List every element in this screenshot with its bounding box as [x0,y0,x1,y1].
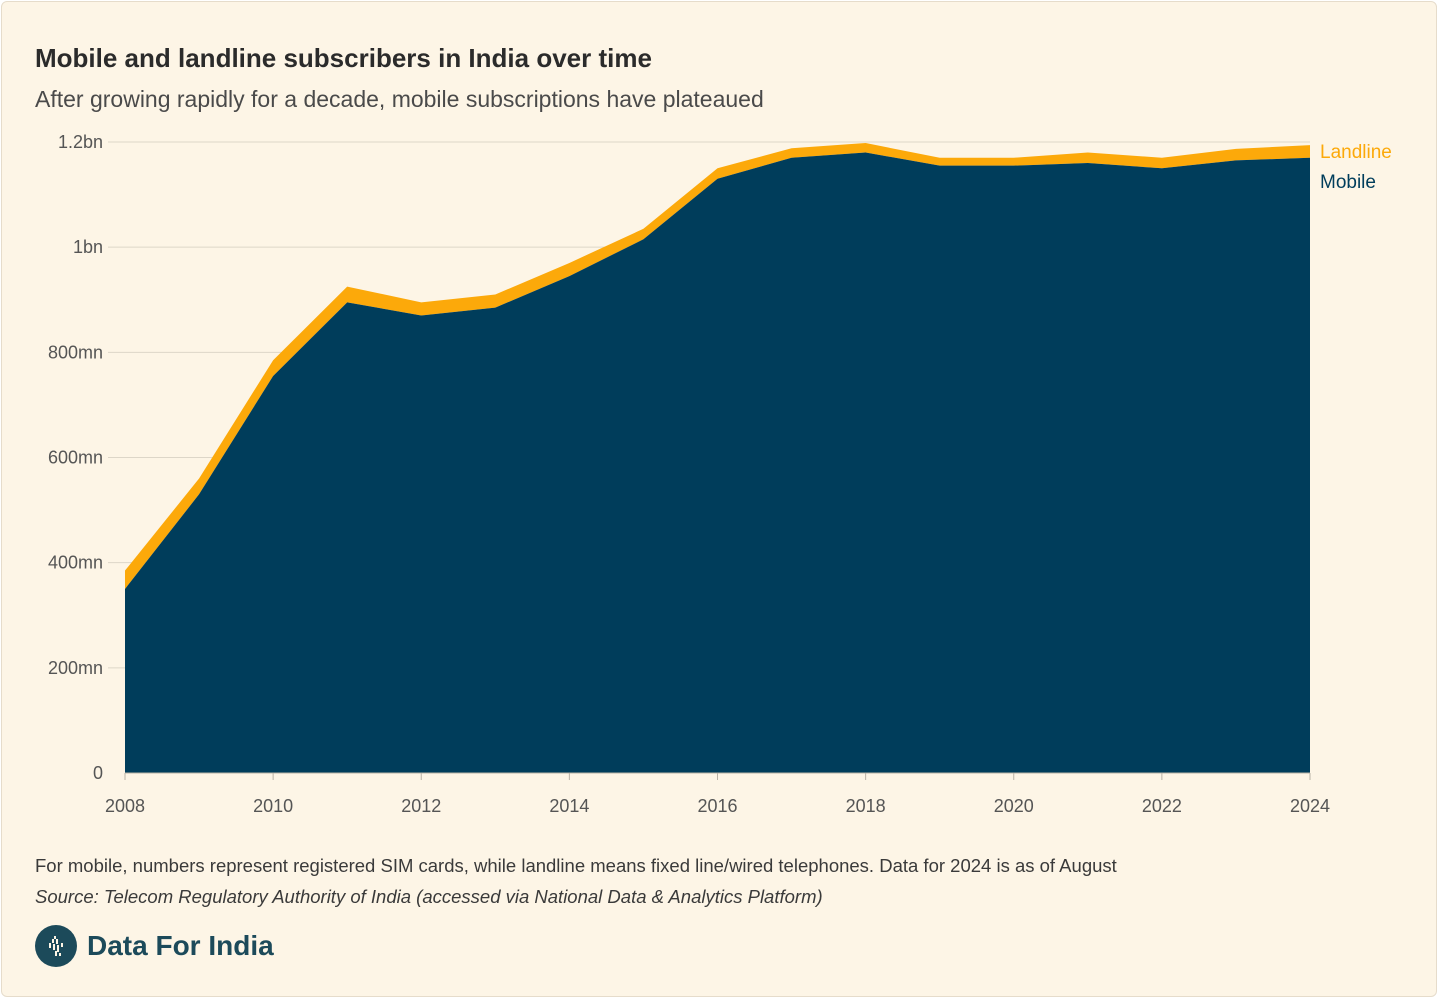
area-chart: 0 200mn 400mn 600mn 800mn 1bn 1.2bn 2008 2010 201… [48,132,1392,816]
x-tick-label: 2024 [1290,796,1330,816]
mobile-area [125,152,1310,773]
x-tick-label: 2016 [697,796,737,816]
india-map-icon [35,925,77,967]
y-tick-label: 1bn [73,237,103,257]
brand-name: Data For India [87,930,274,961]
chart-title: Mobile and landline subscribers in India… [35,43,652,73]
x-tick-label: 2022 [1142,796,1182,816]
y-tick-label: 800mn [48,342,103,362]
chart-source: Source: Telecom Regulatory Authority of … [35,886,823,907]
x-tick-label: 2018 [846,796,886,816]
chart-subtitle: After growing rapidly for a decade, mobi… [35,86,764,112]
x-tick-label: 2008 [105,796,145,816]
legend-landline: Landline [1320,142,1392,163]
x-tick-label: 2012 [401,796,441,816]
y-tick-label: 1.2bn [58,132,103,152]
y-tick-label: 200mn [48,658,103,678]
x-tick-label: 2020 [994,796,1034,816]
x-tick-label: 2014 [549,796,589,816]
y-tick-label: 400mn [48,553,103,573]
x-tick-label: 2010 [253,796,293,816]
brand-logo[interactable]: Data For India [35,924,274,968]
legend-mobile: Mobile [1320,172,1376,193]
chart-note: For mobile, numbers represent registered… [35,855,1117,876]
y-tick-label: 0 [93,763,103,783]
y-tick-label: 600mn [48,448,103,468]
